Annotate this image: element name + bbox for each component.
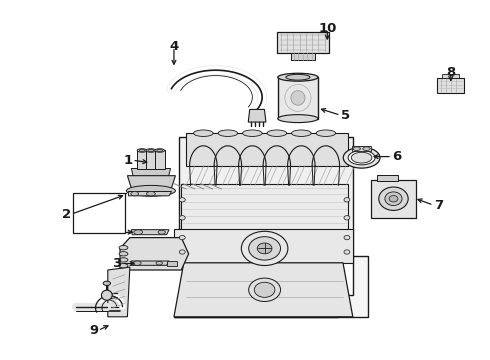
Ellipse shape <box>257 243 272 254</box>
Ellipse shape <box>248 237 280 260</box>
Bar <box>137 150 147 169</box>
Ellipse shape <box>155 149 165 152</box>
Ellipse shape <box>248 278 280 302</box>
Ellipse shape <box>344 216 350 220</box>
Polygon shape <box>174 263 353 317</box>
Polygon shape <box>127 176 175 188</box>
Ellipse shape <box>119 258 128 262</box>
Ellipse shape <box>343 147 380 168</box>
Ellipse shape <box>157 149 163 152</box>
Polygon shape <box>120 238 189 270</box>
Polygon shape <box>181 184 348 230</box>
Text: 10: 10 <box>318 22 337 35</box>
Ellipse shape <box>126 185 175 196</box>
Polygon shape <box>179 137 353 256</box>
Text: 5: 5 <box>341 109 350 122</box>
Ellipse shape <box>179 198 185 202</box>
Text: 7: 7 <box>434 199 443 212</box>
Text: 6: 6 <box>392 150 401 163</box>
Ellipse shape <box>148 149 154 152</box>
Bar <box>291 53 315 60</box>
Polygon shape <box>352 146 371 151</box>
Ellipse shape <box>156 261 163 265</box>
Text: 4: 4 <box>170 40 178 53</box>
Text: 1: 1 <box>123 154 132 167</box>
Ellipse shape <box>379 187 408 210</box>
Ellipse shape <box>363 147 370 150</box>
Ellipse shape <box>146 149 156 152</box>
Ellipse shape <box>119 246 128 250</box>
Ellipse shape <box>286 75 310 80</box>
Ellipse shape <box>218 130 238 136</box>
Ellipse shape <box>241 231 288 266</box>
Text: 2: 2 <box>62 208 71 221</box>
Ellipse shape <box>254 282 275 297</box>
Bar <box>277 32 328 53</box>
Bar <box>437 78 464 93</box>
Ellipse shape <box>344 198 350 202</box>
Ellipse shape <box>344 250 350 254</box>
Ellipse shape <box>348 150 375 165</box>
Ellipse shape <box>131 192 139 196</box>
Ellipse shape <box>179 216 185 220</box>
Polygon shape <box>131 261 169 265</box>
Polygon shape <box>128 192 171 196</box>
Ellipse shape <box>344 235 350 240</box>
Ellipse shape <box>158 230 166 234</box>
Ellipse shape <box>119 264 128 268</box>
Ellipse shape <box>119 252 128 256</box>
Ellipse shape <box>316 130 336 136</box>
Ellipse shape <box>134 230 143 235</box>
Ellipse shape <box>133 261 141 265</box>
Polygon shape <box>131 230 169 235</box>
Ellipse shape <box>292 130 311 136</box>
Ellipse shape <box>291 91 305 105</box>
Ellipse shape <box>194 130 213 136</box>
Text: 3: 3 <box>112 257 122 270</box>
Polygon shape <box>131 168 171 176</box>
Ellipse shape <box>103 281 110 285</box>
Ellipse shape <box>353 147 361 150</box>
Polygon shape <box>167 261 177 266</box>
Ellipse shape <box>137 149 147 152</box>
Bar <box>442 74 459 78</box>
Text: 9: 9 <box>89 324 98 337</box>
Ellipse shape <box>179 235 185 240</box>
Polygon shape <box>174 229 353 263</box>
Bar <box>278 77 318 119</box>
Bar <box>155 150 165 169</box>
Polygon shape <box>186 133 348 166</box>
Ellipse shape <box>101 290 112 300</box>
Ellipse shape <box>179 250 185 254</box>
Ellipse shape <box>351 152 372 163</box>
Polygon shape <box>108 267 130 317</box>
Ellipse shape <box>385 192 402 206</box>
Ellipse shape <box>243 130 262 136</box>
Polygon shape <box>248 109 266 122</box>
Ellipse shape <box>278 73 318 81</box>
Bar <box>146 150 156 169</box>
Text: 8: 8 <box>446 66 455 78</box>
Ellipse shape <box>278 114 318 122</box>
Ellipse shape <box>389 195 398 202</box>
Ellipse shape <box>147 192 155 196</box>
Bar <box>371 180 416 218</box>
Bar <box>73 193 125 233</box>
Bar <box>377 175 398 181</box>
Ellipse shape <box>139 149 145 152</box>
Polygon shape <box>174 256 368 317</box>
Ellipse shape <box>267 130 287 136</box>
